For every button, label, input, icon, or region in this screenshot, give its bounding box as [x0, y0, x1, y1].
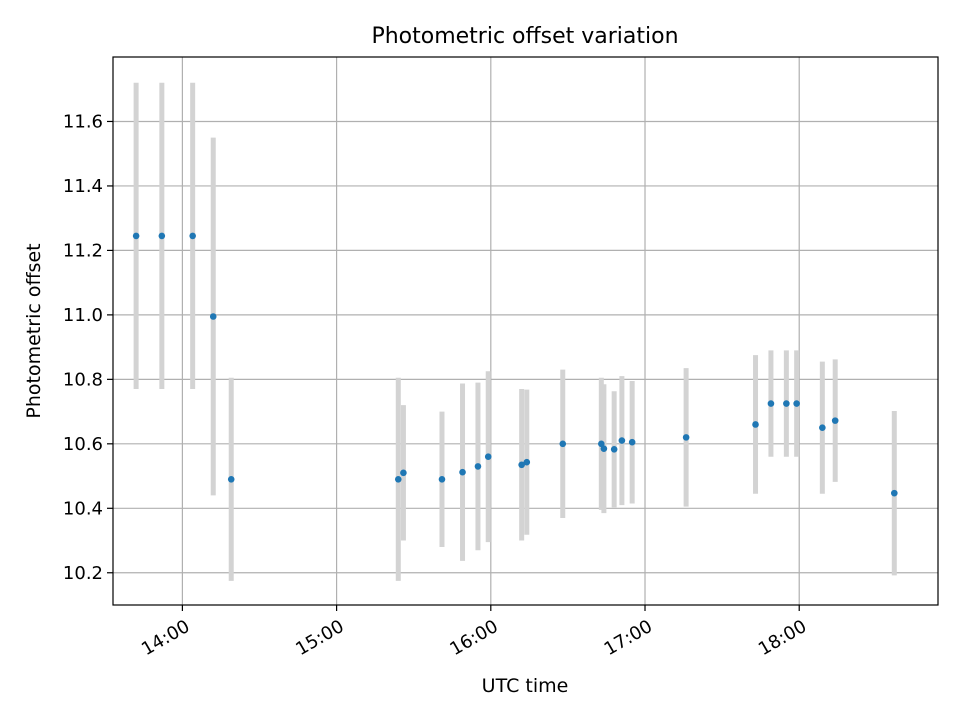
y-tick-label: 10.8 — [63, 369, 103, 390]
y-tick-label: 10.6 — [63, 434, 103, 455]
data-point — [459, 468, 466, 476]
data-point — [400, 469, 407, 477]
data-point — [523, 458, 531, 466]
plot-frame — [112, 56, 939, 606]
data-point — [891, 489, 898, 497]
chart-title: Photometric offset variation — [371, 24, 678, 49]
data-point — [227, 475, 235, 483]
y-tick-label: 10.2 — [63, 563, 103, 584]
y-tick-label: 11.0 — [63, 305, 103, 326]
data-point — [598, 440, 605, 448]
data-point — [783, 400, 790, 407]
grid — [113, 57, 938, 605]
data-points — [132, 232, 898, 497]
y-tick-label: 11.6 — [63, 111, 103, 132]
data-point — [189, 232, 196, 240]
data-point — [474, 463, 482, 470]
data-point — [682, 434, 690, 441]
data-point — [610, 446, 618, 453]
y-axis-label: Photometric offset — [23, 243, 45, 418]
data-point — [518, 461, 525, 469]
y-tick-label: 10.4 — [63, 498, 103, 519]
data-point — [628, 438, 636, 446]
data-point — [618, 437, 626, 444]
data-point — [209, 313, 217, 320]
x-axis-label: UTC time — [482, 675, 569, 697]
data-point — [767, 400, 775, 407]
data-point — [831, 417, 839, 424]
y-axis-ticks: 10.2 10.4 10.6 10.8 11.0 11.2 11.4 11.6 — [63, 111, 113, 584]
y-tick-label: 11.4 — [63, 176, 103, 197]
data-point — [752, 421, 759, 428]
data-point — [394, 475, 402, 483]
data-point — [819, 424, 826, 432]
data-point — [438, 475, 446, 483]
data-point — [132, 232, 140, 240]
data-point — [793, 400, 800, 407]
data-point — [559, 440, 567, 448]
y-tick-label: 11.2 — [63, 240, 103, 261]
data-point — [158, 232, 166, 240]
data-point — [600, 445, 608, 452]
data-point — [484, 453, 492, 461]
